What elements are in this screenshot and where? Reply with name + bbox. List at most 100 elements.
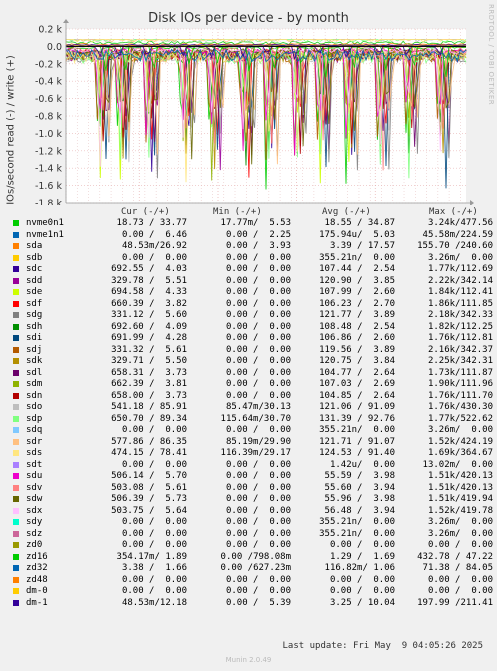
legend-series-name: sdf bbox=[26, 298, 43, 309]
legend-cur: 329.71 / 5.50 bbox=[111, 356, 187, 366]
legend-min: 85.47m/30.13 bbox=[225, 402, 291, 412]
legend-cur: 0.00 / 6.46 bbox=[116, 229, 187, 240]
chart-plot: 0.2 k 0.0 -0.2 k -0.4 k -0.6 k -0.8 k -1.0 k -1… bbox=[35, 19, 474, 205]
legend-avg: 175.94u/ 5.03 bbox=[319, 229, 395, 240]
legend-swatch bbox=[13, 553, 19, 560]
legend-cur: 694.58 / 4.33 bbox=[111, 287, 187, 297]
legend-swatch bbox=[13, 438, 19, 445]
series-line-sdx-read bbox=[65, 46, 467, 167]
legend-avg: 107.03 / 2.69 bbox=[319, 379, 395, 389]
legend-row-sds: sds 474.15 / 78.41 116.39m/29.17 124.53 / 9… bbox=[13, 448, 493, 459]
legend-max: 3.26m/ 0.00 bbox=[427, 252, 493, 263]
legend-avg: 355.21n/ 0.00 bbox=[319, 528, 395, 539]
legend-series-name: sdy bbox=[26, 517, 43, 527]
y-tick-label: -0.6 k bbox=[35, 94, 63, 105]
legend-min: 0.00 / 0.00 bbox=[220, 494, 291, 504]
legend-cur: 692.60 / 4.09 bbox=[111, 321, 187, 332]
legend-row-sde: sde 694.58 / 4.33 0.00 / 0.00 107.99 / 2.6… bbox=[13, 287, 493, 298]
legend-max: 2.25k/342.31 bbox=[427, 356, 493, 366]
legend-series-name: sdj bbox=[26, 344, 43, 355]
legend-min: 0.00 / 5.39 bbox=[220, 597, 291, 608]
legend-avg: 104.77 / 2.64 bbox=[319, 367, 395, 378]
legend-swatch bbox=[13, 369, 19, 376]
legend-swatch bbox=[13, 335, 19, 341]
legend-max: 2.18k/342.33 bbox=[427, 310, 493, 320]
legend-min: 0.00 / 3.93 bbox=[220, 241, 291, 251]
legend-avg: 106.86 / 2.60 bbox=[319, 333, 395, 343]
legend-series-name: sdw bbox=[26, 494, 43, 504]
legend-avg: 0.00 / 0.00 bbox=[324, 574, 395, 585]
legend-min: 0.00 / 0.00 bbox=[220, 367, 291, 378]
legend-avg: 116.82m/ 1.06 bbox=[324, 563, 395, 573]
legend-min: 85.19m/29.90 bbox=[225, 436, 291, 447]
legend-min: 0.00 / 0.00 bbox=[220, 528, 291, 539]
legend-row-sdf: sdf 660.39 / 3.82 0.00 / 0.00 106.23 / 2.7… bbox=[13, 299, 493, 310]
legend-swatch bbox=[13, 289, 19, 295]
legend-series-name: sdv bbox=[26, 482, 43, 493]
legend-min: 0.00 /627.23m bbox=[215, 563, 291, 573]
legend-row-zd32: zd32 3.38 / 1.66 0.00 /627.23m 116.82m/ 1… bbox=[13, 563, 493, 574]
legend-series-name: zd32 bbox=[26, 563, 48, 573]
y-tick-label: -1.6 k bbox=[35, 181, 63, 192]
series-line-dm-1-write bbox=[65, 43, 467, 47]
legend-min: 0.00 / 0.00 bbox=[220, 264, 291, 274]
legend-swatch bbox=[13, 266, 19, 272]
legend-swatch bbox=[13, 427, 19, 433]
legend-min: 116.39m/29.17 bbox=[220, 448, 291, 458]
legend-avg: 56.48 / 3.94 bbox=[324, 505, 395, 516]
legend-cur: 662.39 / 3.81 bbox=[111, 379, 187, 389]
legend-avg: 121.06 / 91.09 bbox=[319, 402, 395, 412]
legend-min: 0.00 / 0.00 bbox=[220, 379, 291, 389]
legend-row-sdu: sdu 506.14 / 5.70 0.00 / 0.00 55.59 / 3.98… bbox=[13, 471, 493, 482]
legend-min: 0.00 / 0.00 bbox=[220, 574, 291, 585]
legend-series-name: sdp bbox=[26, 413, 43, 424]
series-line-sds-write bbox=[65, 38, 467, 47]
legend-series-name: sdx bbox=[26, 505, 43, 516]
legend-series-name: sdn bbox=[26, 390, 43, 401]
legend-max: 2.16k/342.37 bbox=[427, 344, 493, 355]
legend-swatch bbox=[13, 312, 19, 318]
legend-cur: 691.99 / 4.28 bbox=[111, 333, 187, 343]
legend-min: 0.00 / 0.00 bbox=[220, 344, 291, 355]
legend-min: 17.77m/ 5.53 bbox=[220, 218, 291, 228]
legend-row-sdi: sdi 691.99 / 4.28 0.00 / 0.00 106.86 / 2.6… bbox=[13, 333, 493, 344]
legend-avg: 18.55 / 34.87 bbox=[324, 218, 395, 228]
legend-row-sdw: sdw 506.39 / 5.73 0.00 / 0.00 55.96 / 3.98… bbox=[13, 494, 493, 505]
legend-min: 115.64m/30.70 bbox=[220, 413, 291, 424]
legend-cur: 474.15 / 78.41 bbox=[111, 448, 187, 458]
legend-series-name: sdm bbox=[26, 379, 43, 389]
legend-cur: 0.00 / 0.00 bbox=[116, 252, 187, 263]
legend-row-sdr: sdr 577.86 / 86.35 85.19m/29.90 121.71 / 91… bbox=[13, 437, 493, 448]
legend-max: 1.77k/522.62 bbox=[427, 413, 493, 424]
legend-row-sdl: sdl 658.31 / 3.73 0.00 / 0.00 104.77 / 2.6… bbox=[13, 368, 493, 379]
y-tick-label: -1.0 k bbox=[35, 129, 63, 140]
legend-row-dm-1: dm-1 48.53m/12.18 0.00 / 5.39 3.25 / 10.0… bbox=[13, 598, 493, 609]
legend-avg: 107.44 / 2.54 bbox=[319, 264, 395, 274]
legend-cur: 692.55 / 4.03 bbox=[111, 264, 187, 274]
legend-row-sdq: sdq 0.00 / 0.00 0.00 / 0.00 355.21n/ 0.00… bbox=[13, 425, 493, 436]
legend-max: 1.76k/111.70 bbox=[427, 390, 493, 401]
legend-avg: 121.71 / 91.07 bbox=[319, 436, 395, 447]
legend-cur: 577.86 / 86.35 bbox=[111, 436, 187, 447]
legend-series-name: sdo bbox=[26, 402, 43, 412]
legend-avg: 3.25 / 10.04 bbox=[324, 597, 395, 608]
legend-swatch bbox=[13, 565, 19, 571]
legend-swatch bbox=[13, 300, 19, 307]
legend-avg: 104.85 / 2.64 bbox=[319, 390, 395, 401]
legend-cur: 3.38 / 1.66 bbox=[116, 563, 187, 573]
legend-min: 0.00 / 0.00 bbox=[220, 310, 291, 320]
legend-series-name: sdg bbox=[26, 310, 43, 320]
legend-max: 197.99 /211.41 bbox=[417, 597, 493, 608]
legend-max: 1.90k/111.96 bbox=[427, 379, 493, 389]
legend-swatch bbox=[13, 323, 19, 330]
legend-max: 1.86k/111.85 bbox=[427, 298, 493, 309]
legend-row-sdv: sdv 503.08 / 5.61 0.00 / 0.00 55.60 / 3.94… bbox=[13, 483, 493, 494]
legend-avg: 121.77 / 3.89 bbox=[319, 310, 395, 320]
legend-max: 0.00 / 0.00 bbox=[422, 574, 493, 585]
legend-avg: 1.29 / 1.69 bbox=[324, 551, 395, 562]
legend-avg: 0.00 / 0.00 bbox=[324, 586, 395, 596]
legend-max: 1.76k/112.81 bbox=[427, 333, 493, 343]
legend-min: 0.00 / 0.00 bbox=[220, 321, 291, 332]
legend-avg: 120.75 / 3.84 bbox=[319, 356, 395, 366]
